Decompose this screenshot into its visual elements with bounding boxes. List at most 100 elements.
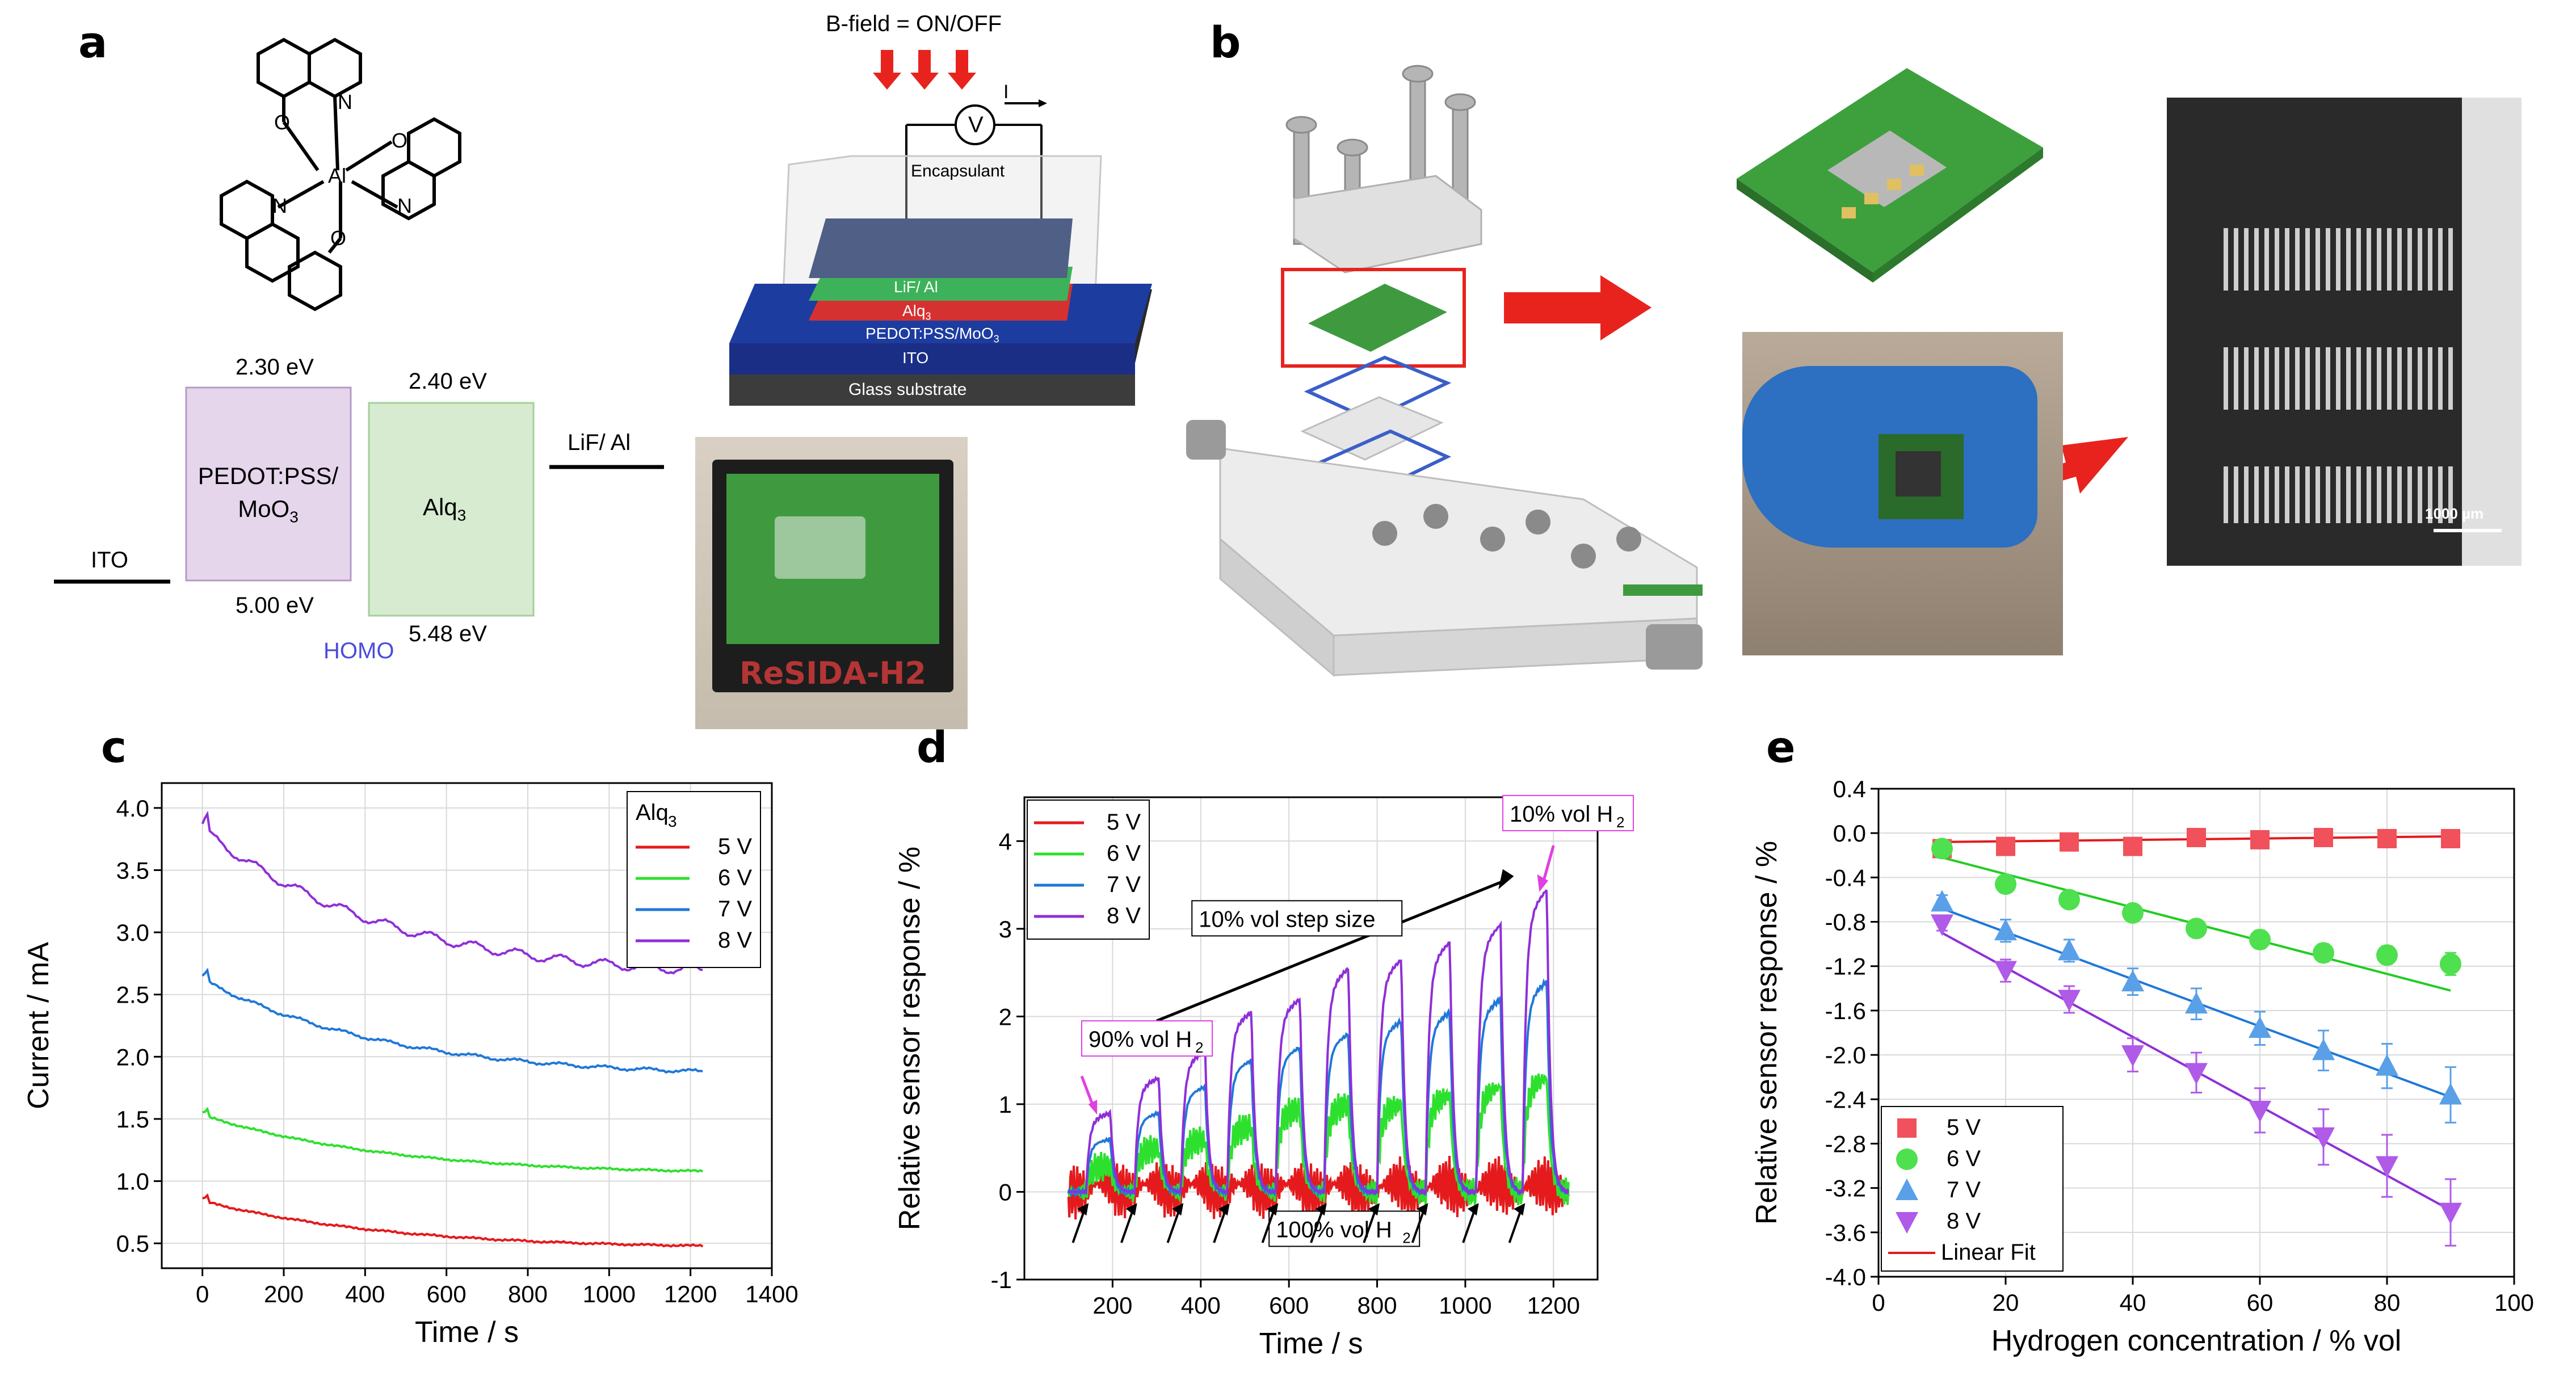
y-tick-label: 4.0	[116, 795, 149, 822]
annot-h90-box	[1081, 1020, 1213, 1057]
point-7V	[2376, 1054, 2398, 1076]
y-tick-label: 3	[999, 916, 1012, 943]
pedot-label: PEDOT:PSS/ MoO3	[197, 462, 339, 526]
current-label: I	[1003, 81, 1009, 103]
y-axis-label: Current / mA	[22, 942, 55, 1109]
y-tick-label: -2.8	[1825, 1130, 1866, 1157]
point-5V	[2060, 832, 2079, 852]
svg-text:N: N	[397, 194, 412, 217]
y-tick-label: -2.0	[1825, 1042, 1866, 1068]
alq3-homo-label: 5.48 eV	[409, 621, 487, 646]
bfield-arrows	[873, 50, 976, 90]
series-line-5V	[1067, 1155, 1570, 1220]
plot-frame	[161, 782, 773, 1269]
plot-frame	[1023, 796, 1599, 1281]
x-tick-label: 600	[427, 1281, 467, 1307]
onset-arrow	[1213, 1207, 1228, 1243]
y-tick-label: 0.4	[1833, 776, 1866, 802]
point-8V	[2185, 1063, 2208, 1085]
layer-alq-label: Alq3	[902, 302, 931, 322]
point-5V	[1996, 836, 2015, 856]
panel-letter-b: b	[1210, 17, 1241, 68]
point-6V	[1931, 838, 1953, 860]
plot-frame	[1877, 788, 2515, 1278]
point-8V	[2249, 1100, 2271, 1122]
chart-c: 0 200 400 600 800 1000 1200 1400 0.5 1.0 1.5 2.0 2.5…	[22, 782, 799, 1349]
legend-marker	[1896, 1148, 1918, 1170]
legend-label: 5 V	[718, 834, 752, 859]
onset-arrow	[1462, 1207, 1477, 1243]
x-tick-label: 40	[2120, 1289, 2146, 1316]
sensor-photo-label: ReSIDA-H2	[739, 655, 926, 691]
point-7V	[2249, 1016, 2271, 1038]
svg-text:N: N	[272, 194, 287, 217]
x-tick-label: 0	[1872, 1289, 1885, 1316]
annot-h100-sub: 2	[1402, 1229, 1410, 1246]
y-tick-label: 1.5	[116, 1106, 149, 1133]
panel-a-diagram: N O Al O N N O	[54, 37, 664, 617]
point-5V	[2123, 836, 2142, 856]
point-6V	[2058, 889, 2080, 911]
x-tick-label: 1200	[664, 1281, 717, 1307]
onset-arrow-head	[1077, 1203, 1089, 1216]
point-6V	[1995, 873, 2016, 895]
pcb-render	[1737, 68, 2043, 283]
point-5V	[2377, 828, 2397, 848]
svg-text:O: O	[330, 226, 346, 250]
layer-glass-label: Glass substrate	[848, 380, 967, 399]
y-tick-label: 3.5	[116, 857, 149, 883]
onset-arrow	[1120, 1207, 1135, 1243]
onset-arrow	[1166, 1207, 1182, 1243]
point-8V	[1931, 914, 1953, 936]
point-6V	[2249, 928, 2271, 950]
annot-h90-sub: 2	[1195, 1039, 1203, 1056]
pedot-box	[185, 386, 352, 582]
svg-text:O: O	[274, 111, 290, 134]
onset-arrow-head	[1267, 1203, 1279, 1216]
y-axis-label: Relative sensor response / %	[1750, 841, 1783, 1225]
bfield-label: B-field = ON/OFF	[826, 11, 1002, 36]
legend-fit-label: Linear Fit	[1941, 1240, 2036, 1265]
series-line-8V	[1068, 889, 1570, 1197]
point-7V	[2058, 939, 2081, 961]
hand-photo	[1742, 332, 2063, 655]
y-axis-label: Relative sensor response / %	[893, 847, 926, 1230]
y-tick-label: -0.4	[1825, 864, 1866, 891]
point-6V	[2440, 953, 2461, 975]
annot-step: 10% vol step size	[1199, 907, 1375, 932]
y-tick-label: 3.0	[116, 919, 149, 946]
y-tick-label: 1.0	[116, 1168, 149, 1195]
alq3-lumo-label: 2.40 eV	[409, 369, 487, 394]
point-6V	[2122, 902, 2144, 924]
point-6V	[2313, 942, 2334, 964]
x-axis-label: Time / s	[415, 1316, 519, 1349]
annot-h90: 90% vol H	[1089, 1027, 1192, 1052]
legend-label: 6 V	[1947, 1146, 1981, 1171]
onset-arrow-head	[1514, 1203, 1526, 1216]
panel-letter-e: e	[1766, 722, 1796, 772]
series-line-8V	[201, 810, 703, 975]
x-tick-label: 1200	[1527, 1292, 1580, 1319]
series-line-6V	[202, 1106, 704, 1173]
point-7V	[2312, 1038, 2335, 1061]
sensor-photo: ReSIDA-H2	[695, 437, 968, 729]
step-arrow-head	[1498, 869, 1514, 890]
onset-arrow-head	[1125, 1203, 1137, 1216]
microscope-image: 1000 µm	[2167, 98, 2522, 566]
point-6V	[2376, 944, 2398, 966]
y-tick-label: 0.5	[116, 1230, 149, 1257]
y-tick-label: -3.2	[1825, 1175, 1866, 1202]
legend-label: 7 V	[1107, 872, 1141, 897]
x-tick-label: 80	[2374, 1289, 2401, 1316]
y-tick-label: -1.2	[1825, 953, 1866, 980]
panel-letter-a: a	[78, 17, 108, 68]
onset-arrow	[1310, 1207, 1325, 1243]
svg-text:O: O	[392, 129, 407, 152]
point-5V	[2187, 828, 2206, 847]
point-7V	[1931, 890, 1953, 912]
x-tick-label: 1000	[1439, 1292, 1491, 1319]
x-tick-label: 200	[1092, 1292, 1132, 1319]
legend-marker	[1897, 1118, 1917, 1138]
flow-cell-render	[1186, 65, 1703, 678]
legend-label: 7 V	[1947, 1177, 1981, 1202]
